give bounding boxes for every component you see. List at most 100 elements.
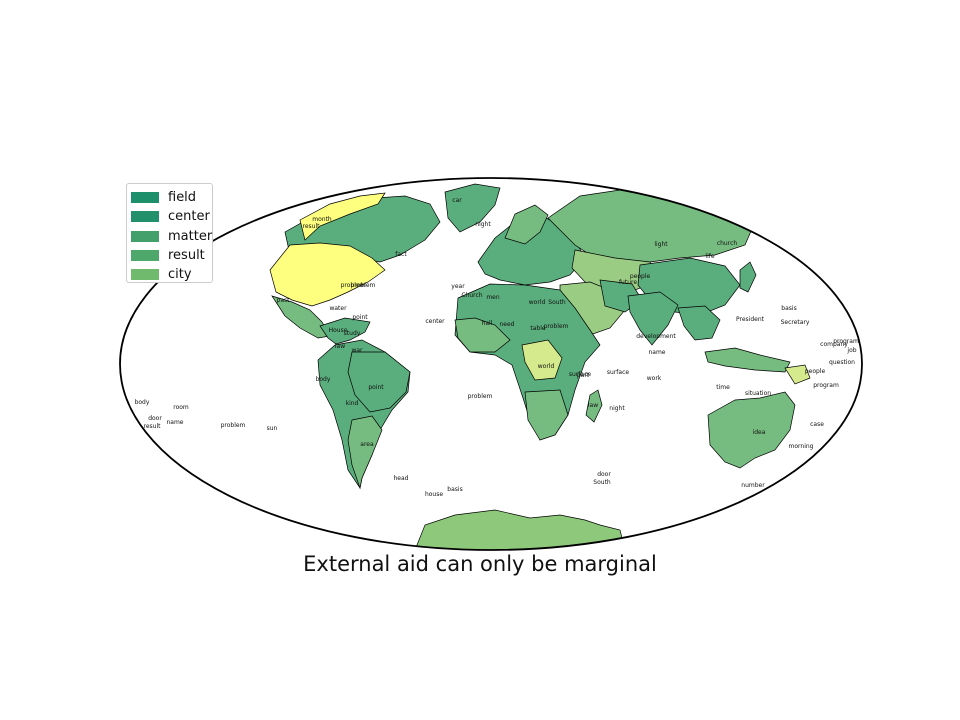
region-label: result [303,223,321,230]
region-argentina [347,415,383,490]
legend-item: result [131,246,208,265]
region-southeast-asia [677,305,721,341]
region-label: men [486,294,500,301]
region-label: month [312,216,332,223]
region-label: people [805,368,826,375]
region-label: House [329,327,348,334]
region-label: fact [395,251,407,258]
region-label: room [173,404,189,411]
region-label: Church [461,292,482,299]
region-label: problem [468,393,493,400]
region-indonesia [704,347,791,373]
region-alaska [299,192,386,241]
region-label: name [648,349,665,356]
region-label: past [277,297,291,304]
region-west-africa [454,317,511,353]
region-label: world [538,363,555,370]
legend-swatch [131,192,159,204]
region-label: Secretary [781,319,810,326]
region-label: life [705,253,714,260]
region-label: table [530,325,546,332]
region-india [627,291,679,346]
region-label: people [630,273,651,280]
legend-label: result [168,248,205,264]
region-label: door [597,471,611,478]
region-label: church [717,240,738,247]
region-greenland [444,183,501,233]
region-label: surface [569,371,591,378]
region-label: world [529,299,546,306]
region-japan [739,261,757,293]
region-label: future [619,279,637,286]
region-label: body [316,376,331,383]
region-label: case [810,421,824,428]
legend-item: center [131,207,210,226]
legend-swatch [131,269,159,281]
region-label: surface [607,369,629,376]
region-label: problem [351,282,376,289]
region-label: area [360,441,374,448]
region-label: house [425,491,443,498]
region-label: kind [346,400,359,407]
region-label: morning [789,443,814,450]
region-label: South [548,299,566,306]
region-label: program [813,382,839,389]
region-label: question [829,359,855,366]
region-central-america [319,317,371,345]
region-label: program [833,338,859,345]
region-brazil [347,351,411,413]
region-label: company [820,341,848,348]
legend-item: matter [131,227,212,246]
legend: field center matter result city [126,183,213,283]
legend-label: center [168,209,210,225]
region-scandinavia [504,204,549,245]
legend-item: field [131,188,208,207]
region-label: door [148,415,162,422]
legend-label: matter [168,228,213,244]
region-label: part [577,372,590,379]
region-label: year [451,283,465,290]
region-antarctica [414,509,626,550]
region-madagascar [585,389,603,423]
region-label: problem [341,282,366,289]
region-label: number [741,482,765,489]
region-label: law [588,402,598,409]
region-australia [707,391,796,469]
region-label: night [609,405,625,412]
region-label: President [736,316,765,323]
region-label: basis [447,486,462,493]
globe-outline [119,177,863,551]
legend-label: city [168,267,192,283]
legend-swatch [131,250,159,262]
region-label: study [344,330,361,337]
region-label: South [593,479,611,486]
region-label: war [351,347,363,354]
region-label: result [144,423,162,430]
region-label: idea [753,429,766,436]
region-united-states [269,242,386,307]
legend-swatch [131,211,159,223]
region-label: point [352,314,368,321]
region-label: body [135,399,150,406]
region-label: time [716,384,730,391]
region-label: law [335,343,345,350]
region-southern-africa [524,389,569,441]
region-drc [521,339,563,381]
region-label: night [475,221,491,228]
region-label: situation [745,390,771,397]
region-label: point [368,384,384,391]
region-label: need [500,321,515,328]
region-label: water [329,305,347,312]
region-label: hall [482,320,493,327]
region-label: development [636,333,676,340]
map-title: External aid can only be marginal [303,552,657,576]
region-new-guinea [784,364,811,385]
legend-item: city [131,265,208,284]
region-label: sun [267,425,278,432]
region-label: work [647,375,662,382]
region-label: car [452,197,462,204]
region-label: basis [781,305,796,312]
region-label: job [846,347,856,354]
region-label: head [394,475,409,482]
